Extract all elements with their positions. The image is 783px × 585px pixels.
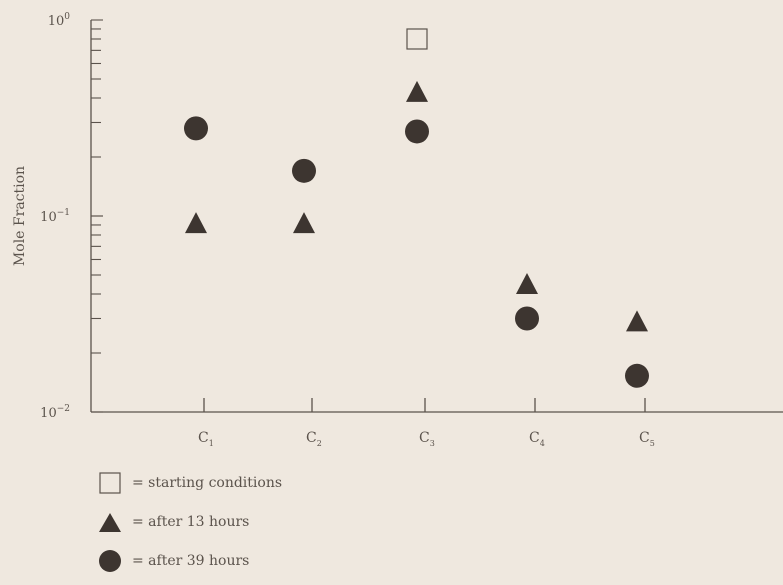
data-point-circle (405, 119, 429, 144)
triangle-icon (98, 511, 122, 533)
data-point-circle (292, 158, 316, 183)
data-point-circle (184, 116, 208, 141)
legend-label: = starting conditions (132, 475, 283, 491)
legend-label: = after 39 hours (132, 553, 250, 569)
x-tick-label: C1 (198, 430, 214, 448)
open-square-icon (98, 472, 122, 494)
data-point-triangle (406, 80, 428, 102)
legend-item-13h: = after 13 hours (98, 511, 249, 533)
x-tick-label: C2 (306, 430, 322, 448)
y-axis-label: Mole Fraction (12, 166, 28, 266)
data-point-circle (515, 306, 539, 331)
data-point-square (406, 28, 428, 50)
y-tick-label: 10−1 (40, 208, 70, 225)
data-point-triangle (185, 212, 207, 234)
legend-label: = after 13 hours (132, 514, 250, 530)
x-tick-label: C4 (529, 430, 545, 448)
x-tick-label: C3 (419, 430, 435, 448)
data-point-triangle (626, 310, 648, 332)
y-tick-label: 100 (48, 12, 71, 29)
legend-item-starting: = starting conditions (98, 472, 282, 494)
data-point-triangle (516, 272, 538, 294)
x-tick-label: C5 (639, 430, 655, 448)
legend-item-39h: = after 39 hours (98, 550, 249, 572)
circle-icon (98, 550, 122, 572)
y-tick-label: 10−2 (40, 404, 70, 421)
data-point-triangle (293, 212, 315, 234)
data-point-circle (625, 363, 649, 388)
